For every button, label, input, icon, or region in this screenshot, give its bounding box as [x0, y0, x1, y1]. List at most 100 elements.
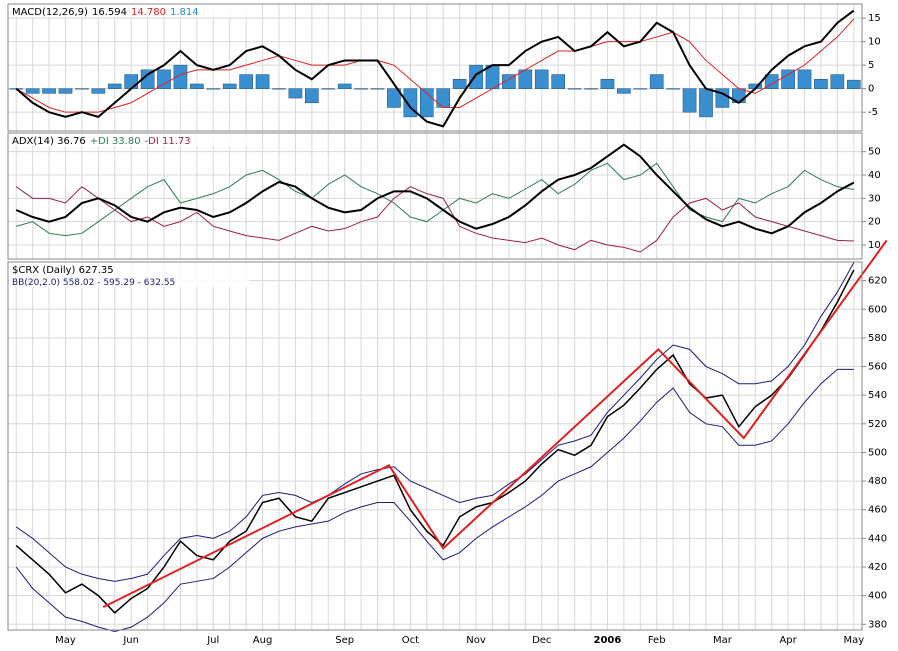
y-tick-label: 580 — [868, 333, 887, 344]
series-line — [15, 18, 855, 113]
histogram-bar — [764, 74, 779, 89]
histogram-bar — [551, 74, 565, 89]
header-bg — [9, 134, 249, 146]
header-item: -DI 11.73 — [145, 136, 191, 147]
histogram-bar — [469, 64, 483, 89]
histogram-bar — [797, 69, 812, 89]
series-line — [15, 143, 855, 235]
histogram-bar — [321, 88, 336, 90]
histogram-bar — [288, 88, 303, 99]
header-item: +DI 33.80 — [90, 136, 141, 147]
y-tick-label: 460 — [868, 505, 887, 516]
histogram-bar — [600, 79, 615, 89]
histogram-bar — [255, 74, 270, 89]
x-tick-label: Aug — [253, 635, 273, 646]
y-tick-label: 10 — [868, 240, 881, 251]
header-item: 14.780 — [131, 7, 166, 18]
series-line — [15, 368, 854, 632]
header-item: 1.814 — [170, 7, 199, 18]
y-tick-label: 5 — [868, 60, 874, 71]
histogram-bar — [436, 88, 451, 108]
x-tick-label: Mar — [713, 635, 733, 646]
histogram-bar — [666, 88, 680, 90]
histogram-bar — [173, 64, 188, 89]
histogram-bar — [534, 69, 549, 89]
series-line — [15, 186, 854, 253]
y-tick-label: 20 — [868, 217, 881, 228]
y-tick-label: 30 — [868, 193, 881, 204]
panel-frame — [7, 132, 863, 260]
panel-header: $CRX (Daily) 627.35 — [12, 265, 114, 276]
y-tick-label: 15 — [868, 13, 881, 24]
header-item: MACD(12,26,9) — [12, 7, 88, 18]
series-line — [15, 262, 855, 582]
x-tick-label: Oct — [402, 635, 419, 646]
y-tick-label: 400 — [868, 591, 887, 602]
panel-frame — [7, 261, 863, 631]
y-tick-label: 520 — [868, 419, 887, 430]
histogram-bar — [781, 69, 795, 89]
histogram-bar — [75, 88, 89, 90]
header-bg — [9, 263, 249, 275]
header-item: $CRX (Daily) 627.35 — [12, 265, 114, 276]
series-line — [15, 9, 855, 128]
histogram-bar — [814, 79, 828, 89]
y-tick-label: 50 — [868, 147, 881, 158]
y-tick-label: 480 — [868, 476, 887, 487]
histogram-bar — [682, 88, 697, 113]
histogram-bar — [387, 88, 401, 108]
trend-line — [102, 239, 888, 608]
histogram-bar — [58, 88, 73, 94]
x-tick-label: 2006 — [594, 635, 622, 646]
x-tick-label: Sep — [335, 635, 354, 646]
histogram-bar — [206, 88, 221, 90]
y-tick-label: 560 — [868, 362, 887, 373]
series-line — [15, 269, 855, 614]
panel-header: BB(20,2.0) 558.02 - 595.29 - 632.55 — [12, 278, 175, 288]
x-tick-label: Nov — [466, 635, 486, 646]
header-bg — [9, 5, 249, 17]
x-tick-label: Jun — [122, 635, 139, 646]
histogram-bar — [633, 88, 648, 90]
histogram-bar — [305, 88, 319, 104]
series-line — [16, 162, 854, 237]
y-tick-label: 40 — [868, 170, 881, 181]
histogram-bar — [452, 79, 467, 89]
histogram-bar — [502, 74, 516, 89]
panel-header: MACD(12,26,9) 16.594 14.780 1.814 — [12, 7, 199, 18]
histogram-bar — [699, 88, 713, 118]
histogram-bar — [124, 74, 138, 89]
y-tick-label: 10 — [868, 37, 881, 48]
x-tick-label: Jul — [206, 635, 219, 646]
histogram-bar — [846, 79, 861, 89]
histogram-bar — [222, 83, 237, 89]
header-item: ADX(14) 36.76 — [12, 136, 86, 147]
x-tick-label: May — [55, 635, 76, 646]
x-tick-label: Apr — [779, 635, 797, 646]
histogram-bar — [337, 83, 352, 89]
histogram-bar — [354, 88, 368, 90]
header-item: BB(20,2.0) 558.02 - 595.29 - 632.55 — [12, 278, 175, 288]
y-tick-label: 440 — [868, 533, 887, 544]
histogram-bar — [239, 74, 253, 89]
header-bg — [9, 275, 249, 287]
histogram-bar — [25, 88, 40, 94]
panel-frame — [7, 3, 863, 132]
histogram-bar — [91, 88, 106, 94]
x-tick-label: Feb — [648, 635, 666, 646]
y-tick-label: 0 — [868, 84, 874, 95]
histogram-bar — [272, 88, 286, 90]
y-tick-label: -5 — [868, 107, 878, 118]
x-tick-label: May — [843, 635, 864, 646]
histogram-bar — [42, 88, 56, 94]
histogram-bar — [107, 83, 122, 89]
histogram-bar — [830, 74, 845, 89]
y-tick-label: 620 — [868, 276, 887, 287]
histogram-bar — [567, 88, 582, 90]
histogram-bar — [157, 69, 171, 89]
x-tick-label: Dec — [532, 635, 551, 646]
histogram-bar — [190, 83, 204, 89]
histogram-bar — [370, 88, 385, 90]
y-tick-label: 380 — [868, 619, 887, 630]
